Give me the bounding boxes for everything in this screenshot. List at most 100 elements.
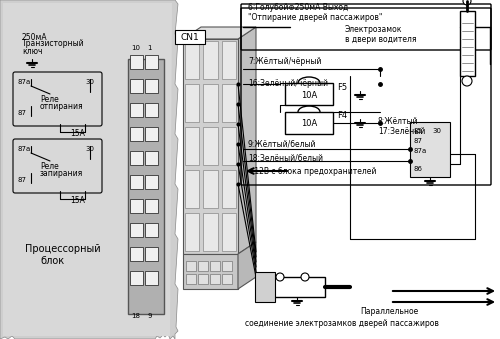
Text: 85: 85 (413, 128, 422, 134)
Text: 15А: 15А (70, 129, 85, 138)
Text: 9: 9 (147, 313, 152, 319)
Polygon shape (3, 3, 172, 336)
Bar (204, 84, 218, 122)
Text: Транзисторный: Транзисторный (22, 40, 84, 48)
Text: 7:Жёлтый/чёрный: 7:Жёлтый/чёрный (248, 57, 322, 65)
Bar (130, 223, 143, 237)
Text: 86: 86 (413, 166, 422, 172)
Text: 87а: 87а (17, 146, 30, 152)
Bar (130, 175, 143, 189)
Bar (130, 103, 143, 117)
Bar (186, 261, 196, 271)
Bar (222, 127, 236, 165)
Bar (130, 151, 143, 165)
Bar (185, 84, 200, 122)
Bar (130, 247, 143, 261)
Bar (185, 170, 200, 208)
Bar (204, 170, 218, 208)
Circle shape (463, 0, 471, 5)
Text: Реле: Реле (40, 95, 59, 104)
Text: отпирания: отпирания (40, 102, 84, 111)
Text: 6:Голубой⊛250мА Выход: 6:Голубой⊛250мА Выход (248, 2, 348, 12)
Bar (183, 254, 238, 289)
Bar (145, 127, 158, 141)
Bar (185, 213, 200, 251)
Text: Процессорный: Процессорный (25, 244, 101, 254)
Text: 17:Зелёный: 17:Зелёный (378, 127, 425, 137)
Bar (270, 277, 325, 297)
Bar (145, 55, 158, 69)
Text: Реле: Реле (40, 162, 59, 171)
Bar (186, 274, 196, 284)
Bar (410, 122, 450, 177)
Text: 9:Жёлтый/белый: 9:Жёлтый/белый (248, 140, 316, 148)
Text: CN1: CN1 (180, 33, 200, 41)
Bar (175, 30, 205, 44)
Polygon shape (238, 27, 256, 254)
Text: 87а: 87а (17, 79, 30, 85)
Text: блок: блок (40, 256, 64, 266)
Text: 15А: 15А (70, 196, 85, 205)
Circle shape (276, 273, 284, 281)
Text: 10A: 10A (301, 91, 317, 100)
Bar (204, 127, 218, 165)
Bar (145, 199, 158, 213)
Bar (145, 247, 158, 261)
Bar (145, 151, 158, 165)
Bar (210, 261, 220, 271)
Text: 18:Зелёный/белый: 18:Зелёный/белый (248, 154, 323, 162)
Bar (222, 170, 236, 208)
Bar (222, 261, 232, 271)
Text: 10: 10 (131, 45, 140, 51)
Polygon shape (238, 242, 256, 289)
Bar (285, 112, 333, 134)
Text: 87: 87 (17, 110, 26, 116)
Text: 10A: 10A (301, 120, 317, 128)
Bar (222, 41, 236, 79)
Bar (285, 83, 333, 105)
Bar (145, 175, 158, 189)
Bar (185, 127, 200, 165)
Bar (210, 274, 220, 284)
Text: F5: F5 (337, 82, 347, 92)
Text: 87: 87 (17, 177, 26, 183)
Text: F4: F4 (337, 112, 347, 120)
Text: запирания: запирания (40, 169, 83, 178)
Circle shape (462, 76, 472, 86)
Bar (128, 59, 164, 314)
Text: 30: 30 (85, 79, 94, 85)
Circle shape (301, 273, 309, 281)
Polygon shape (0, 0, 178, 339)
Text: 250мА: 250мА (22, 33, 48, 41)
Text: Электрозамок: Электрозамок (345, 24, 403, 34)
Bar (222, 213, 236, 251)
Bar (222, 84, 236, 122)
Text: +12В с блока предохранителей: +12В с блока предохранителей (248, 166, 376, 176)
Text: 18: 18 (131, 313, 140, 319)
Bar (130, 55, 143, 69)
Bar (255, 272, 275, 302)
Bar (222, 274, 232, 284)
Text: "Отпирание дверей пассажиров": "Отпирание дверей пассажиров" (248, 13, 382, 21)
Bar (145, 223, 158, 237)
Text: соединение электрозамков дверей пассажиров: соединение электрозамков дверей пассажир… (245, 319, 439, 327)
Text: 16:Зелёный/чёрный: 16:Зелёный/чёрный (248, 80, 328, 88)
Bar (204, 41, 218, 79)
Text: в двери водителя: в двери водителя (345, 35, 416, 43)
Text: Параллельное: Параллельное (360, 306, 418, 316)
Text: 1: 1 (147, 45, 152, 51)
Bar (198, 261, 208, 271)
Text: 87а: 87а (413, 148, 426, 154)
Bar (198, 274, 208, 284)
Bar (145, 103, 158, 117)
Bar (130, 271, 143, 285)
Polygon shape (183, 27, 256, 39)
Text: 8:Жёлтый: 8:Жёлтый (378, 117, 418, 125)
Bar (145, 271, 158, 285)
Text: 30: 30 (432, 128, 441, 134)
FancyBboxPatch shape (13, 72, 102, 126)
Bar (130, 127, 143, 141)
Text: 87: 87 (413, 138, 422, 144)
Text: 30: 30 (85, 146, 94, 152)
Bar (185, 41, 200, 79)
